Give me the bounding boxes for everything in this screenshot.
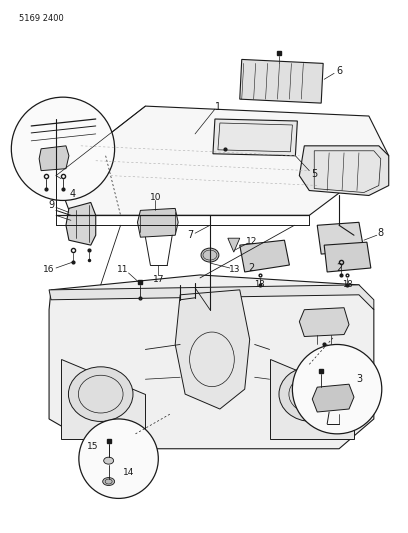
- Ellipse shape: [279, 367, 344, 422]
- Polygon shape: [175, 290, 250, 409]
- Polygon shape: [240, 240, 289, 272]
- Polygon shape: [137, 208, 178, 237]
- Text: 2: 2: [336, 263, 342, 273]
- Text: 16: 16: [43, 265, 55, 274]
- Polygon shape: [299, 308, 349, 336]
- Text: 8: 8: [378, 228, 384, 238]
- Polygon shape: [213, 119, 297, 156]
- Circle shape: [79, 419, 158, 498]
- Circle shape: [11, 97, 115, 200]
- Polygon shape: [228, 238, 240, 252]
- Text: 6: 6: [336, 66, 342, 76]
- Polygon shape: [49, 275, 374, 449]
- Text: 1: 1: [215, 102, 221, 112]
- Polygon shape: [312, 384, 354, 412]
- Text: 18: 18: [342, 280, 353, 289]
- Polygon shape: [317, 222, 364, 254]
- Text: 13: 13: [229, 265, 241, 274]
- Text: 12: 12: [246, 237, 257, 246]
- Text: 11: 11: [117, 265, 128, 274]
- Text: 5169 2400: 5169 2400: [19, 14, 64, 23]
- Text: 10: 10: [150, 193, 161, 202]
- Polygon shape: [66, 203, 96, 245]
- Ellipse shape: [103, 478, 115, 486]
- Text: 17: 17: [153, 276, 164, 285]
- Polygon shape: [61, 359, 145, 439]
- Text: 2: 2: [248, 263, 255, 273]
- Text: 7: 7: [187, 230, 193, 240]
- Ellipse shape: [201, 248, 219, 262]
- Text: 3: 3: [356, 374, 362, 384]
- Polygon shape: [299, 146, 389, 196]
- Polygon shape: [324, 242, 371, 272]
- Text: 14: 14: [123, 468, 134, 477]
- Ellipse shape: [69, 367, 133, 422]
- Text: 15: 15: [87, 442, 98, 451]
- Polygon shape: [39, 146, 69, 171]
- Text: 9: 9: [48, 200, 54, 211]
- Text: 4: 4: [70, 189, 76, 198]
- Ellipse shape: [104, 457, 113, 464]
- Polygon shape: [270, 359, 354, 439]
- Text: 18: 18: [254, 280, 265, 289]
- Text: 5: 5: [311, 168, 317, 179]
- Polygon shape: [56, 106, 389, 215]
- Circle shape: [293, 344, 382, 434]
- Polygon shape: [240, 59, 323, 103]
- Polygon shape: [49, 285, 374, 310]
